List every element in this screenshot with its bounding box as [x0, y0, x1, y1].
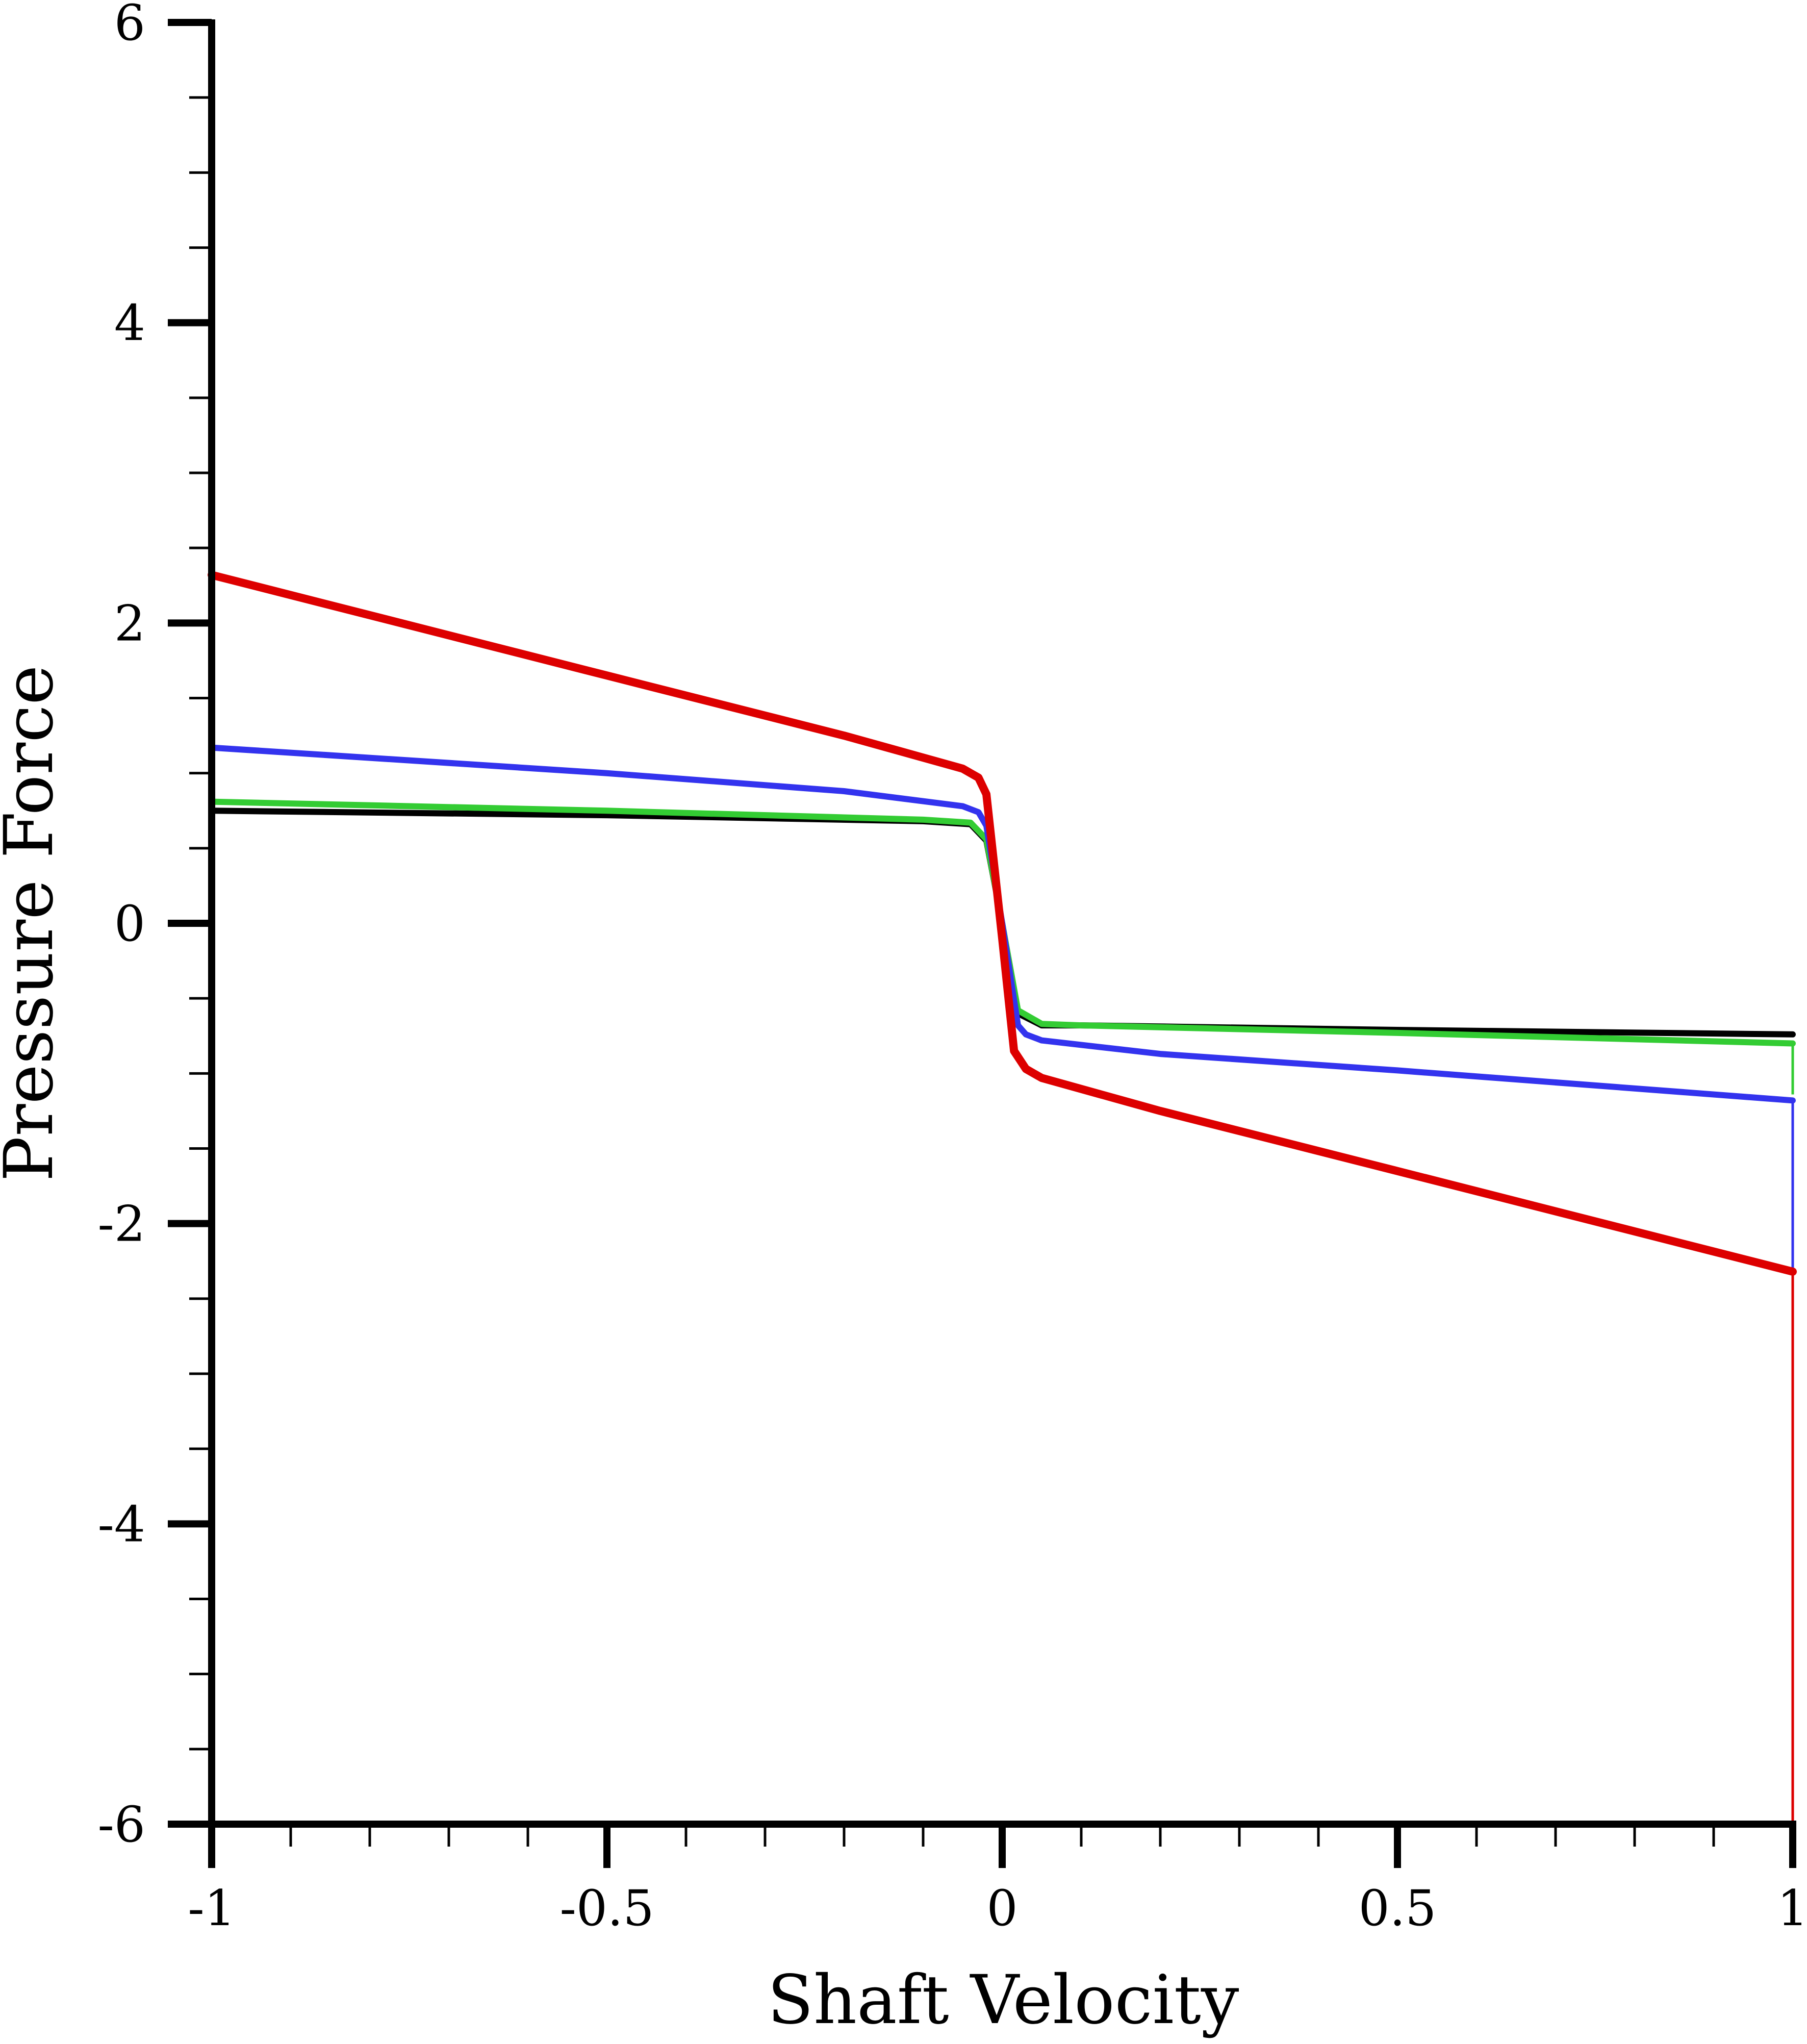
x-tick-label: 0 [986, 1880, 1017, 1937]
y-tick-label: -2 [97, 1196, 145, 1253]
y-tick-label: 6 [114, 0, 145, 52]
series-line-4 [208, 571, 1797, 1276]
x-tick-label: 1 [1777, 1880, 1807, 1937]
x-tick-label: 0.5 [1359, 1880, 1437, 1937]
y-axis-title: Pressure Force [0, 665, 68, 1182]
y-tick-label: 2 [114, 595, 145, 652]
y-tick-label: -4 [97, 1496, 145, 1553]
x-tick-label: -1 [188, 1880, 236, 1937]
y-tick-label: -6 [97, 1796, 145, 1853]
ticks-layer [168, 19, 1796, 1868]
y-tick-label: 0 [114, 895, 145, 952]
y-tick-label: 4 [114, 295, 145, 352]
labels-layer: -1 -0.5 0 0.5 1 -6 -4 -2 0 2 4 6 [97, 0, 1807, 1937]
x-axis-title: Shaft Velocity [768, 1961, 1239, 2039]
series-layer [208, 571, 1797, 1824]
x-tick-label: -0.5 [559, 1880, 654, 1937]
